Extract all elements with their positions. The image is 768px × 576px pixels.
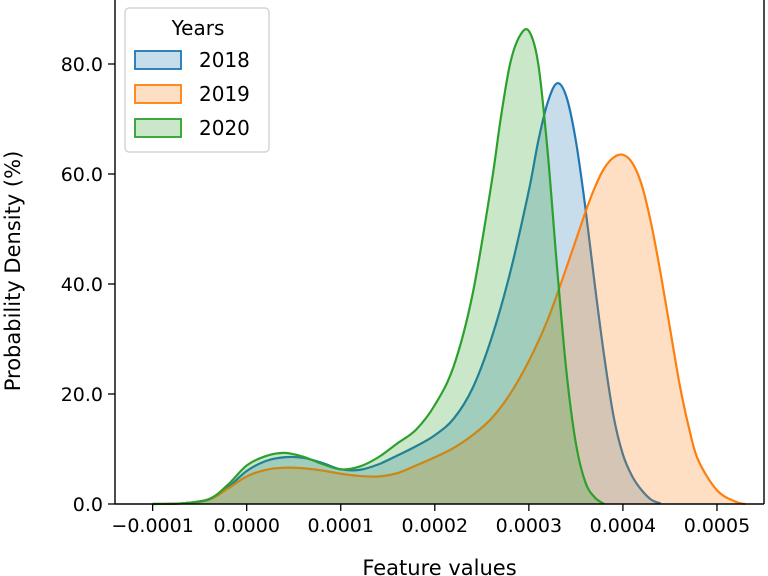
series-2018-area [152,83,661,505]
y-axis-label: Probability Density (%) [1,151,25,392]
x-tick-label: 0.0004 [590,515,656,537]
legend-swatch-2018 [134,50,182,70]
y-tick-label: 20.0 [61,384,103,406]
x-tick-label: 0.0005 [684,515,750,537]
y-tick-label: 40.0 [61,274,103,296]
series-2018-line [152,82,661,506]
y-tick-label: 80.0 [61,54,103,76]
legend-label-2020: 2020 [199,116,250,140]
legend-swatch-2019 [134,84,182,104]
x-tick-label: 0.0000 [213,515,279,537]
series-2019-line [152,153,746,506]
y-tick-label: 0.0 [73,494,103,516]
series-2019-area [152,154,746,504]
legend-title: Years [171,16,225,40]
series-2020-line [152,28,605,506]
legend-label-2018: 2018 [199,48,250,72]
legend-items: 2018 2019 2020 [134,48,250,140]
x-tick-label: 0.0002 [402,515,468,537]
legend-label-2019: 2019 [199,82,250,106]
series-2020-area [152,29,605,504]
x-tick-label: 0.0003 [496,515,562,537]
axes-layer [114,0,765,505]
series-layer [152,28,746,506]
x-axis-label: Feature values [362,556,516,576]
ticks-layer: −0.0001 0.0000 0.0001 0.0002 0.0003 0.0004 0.0… [61,54,751,537]
legend-box [124,7,270,153]
y-tick-label: 60.0 [61,164,103,186]
legend: Years 2018 2019 2020 [124,7,270,153]
legend-swatch-2020 [134,118,182,138]
x-tick-label: 0.0001 [307,515,373,537]
x-tick-label: −0.0001 [111,515,193,537]
